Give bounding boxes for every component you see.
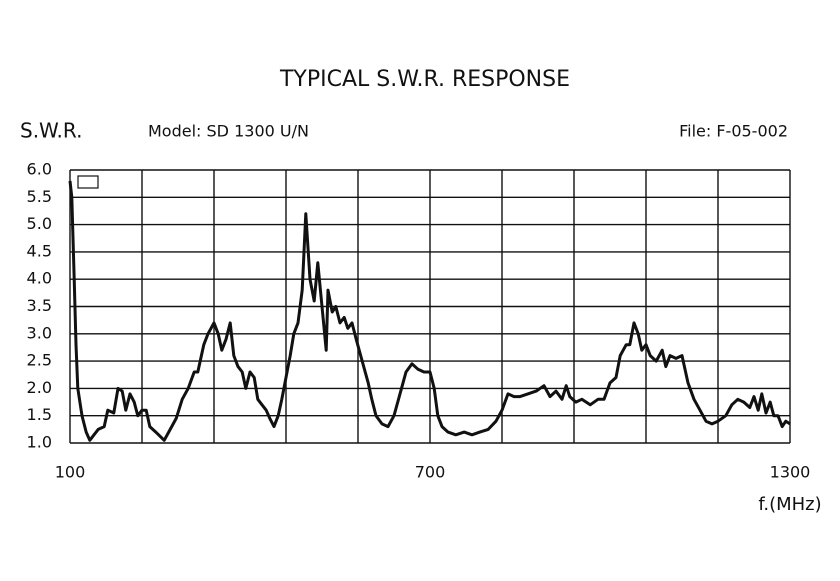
chart-title: TYPICAL S.W.R. RESPONSE (279, 67, 570, 92)
y-axis-label: S.W.R. (20, 119, 82, 143)
y-tick-label: 4.5 (27, 241, 52, 260)
y-tick-label: 6.0 (27, 160, 52, 179)
y-tick-label: 5.0 (27, 214, 52, 233)
x-axis-label: f.(MHz) (758, 494, 821, 515)
y-tick-label: 4.0 (27, 269, 52, 288)
logo-box (77, 175, 99, 189)
y-tick-label: 2.5 (27, 351, 52, 370)
y-tick-label: 1.5 (27, 405, 52, 424)
x-tick-label: 100 (55, 463, 86, 482)
y-tick-label: 3.0 (27, 323, 52, 342)
y-tick-label: 5.5 (27, 187, 52, 206)
x-tick-label: 700 (415, 463, 446, 482)
file-label: File: F-05-002 (679, 122, 788, 141)
x-tick-label: 1300 (770, 463, 811, 482)
y-tick-label: 3.5 (27, 296, 52, 315)
swr-line (68, 180, 791, 442)
model-label: Model: SD 1300 U/N (148, 122, 309, 141)
y-tick-label: 2.0 (27, 378, 52, 397)
y-tick-label: 1.0 (27, 433, 52, 452)
